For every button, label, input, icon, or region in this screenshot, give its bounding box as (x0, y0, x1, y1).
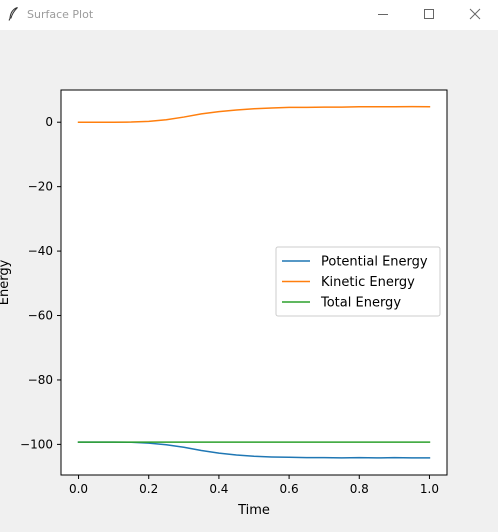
x-tick-label: 0.4 (209, 482, 228, 496)
plot-canvas[interactable]: 0.0 0.2 0.4 0.6 0.8 1.0 0 −20 −40 −60 −80 −100 Time E… (0, 30, 498, 532)
legend-label-kinetic-energy: Kinetic Energy (321, 275, 415, 290)
y-tick-label: −20 (28, 180, 53, 194)
y-tick-label: −80 (28, 373, 53, 387)
y-tick-label: −100 (20, 437, 53, 451)
x-axis-label: Time (237, 503, 270, 518)
x-tick-label: 0.8 (350, 482, 369, 496)
x-tick-label: 0.6 (280, 482, 299, 496)
minimize-icon (378, 14, 388, 15)
maximize-button[interactable] (406, 0, 452, 30)
legend: Potential Energy Kinetic Energy Total Ener… (275, 246, 441, 317)
y-tick-label: 0 (45, 115, 53, 129)
energy-chart: 0.0 0.2 0.4 0.6 0.8 1.0 0 −20 −40 −60 −80 −100 Time E… (0, 89, 448, 518)
x-tick-label: 1.0 (420, 482, 439, 496)
x-tick-label: 0.0 (69, 482, 88, 496)
legend-box (275, 246, 441, 317)
y-tick-label: −40 (28, 244, 53, 258)
close-icon (469, 8, 481, 20)
close-button[interactable] (452, 0, 498, 30)
y-tick-label: −60 (28, 309, 53, 323)
feather-icon (6, 6, 22, 22)
y-axis-label: Energy (0, 259, 12, 305)
series-line-kinetic-energy (77, 105, 431, 123)
window-title: Surface Plot (27, 8, 94, 21)
legend-label-potential-energy: Potential Energy (321, 255, 428, 270)
title-bar[interactable]: Surface Plot (0, 0, 498, 30)
legend-label-total-energy: Total Energy (320, 296, 401, 311)
x-tick-label: 0.2 (139, 482, 158, 496)
minimize-button[interactable] (360, 0, 406, 30)
axes-frame (60, 89, 448, 476)
maximize-icon (424, 9, 434, 19)
